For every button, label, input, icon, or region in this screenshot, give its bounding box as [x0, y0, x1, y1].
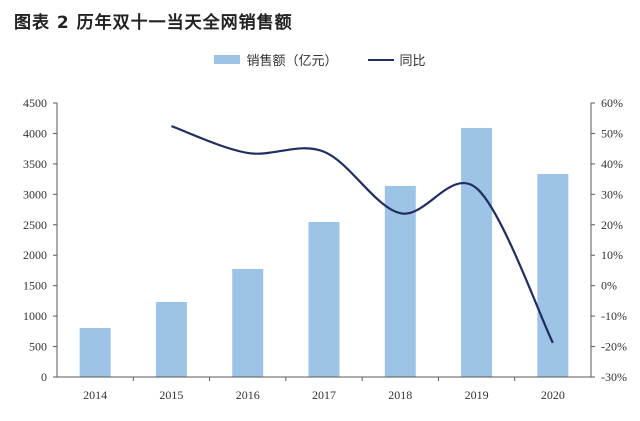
- right-tick-label: 30%: [601, 187, 623, 201]
- legend-label-sales: 销售额（亿元）: [246, 54, 338, 69]
- bar-2015: [155, 301, 187, 377]
- left-tick-label: 2000: [23, 248, 47, 262]
- x-tick-label: 2015: [159, 388, 183, 402]
- x-tick-label: 2017: [312, 388, 336, 402]
- right-tick-label: -20%: [601, 340, 627, 354]
- left-tick-label: 500: [29, 340, 47, 354]
- legend-line-swatch: [367, 58, 394, 61]
- bar-2016: [232, 268, 264, 377]
- x-tick-label: 2018: [388, 388, 412, 402]
- x-tick-label: 2020: [541, 388, 565, 402]
- legend-item-sales: 销售额（亿元）: [214, 50, 338, 69]
- right-tick-label: -30%: [601, 370, 627, 384]
- left-tick-label: 1000: [23, 309, 47, 323]
- legend-label-yoy: 同比: [399, 54, 426, 69]
- x-tick-label: 2016: [236, 388, 260, 402]
- left-tick-label: 3500: [23, 157, 47, 171]
- yoy-line: [171, 125, 554, 344]
- left-tick-label: 2500: [23, 218, 47, 232]
- legend-bar-swatch: [214, 55, 241, 64]
- left-tick-label: 1500: [23, 279, 47, 293]
- bar-2019: [461, 127, 493, 377]
- right-tick-label: 0%: [601, 279, 617, 293]
- x-tick-label: 2014: [83, 388, 107, 402]
- left-tick-label: 0: [41, 370, 47, 384]
- legend: 销售额（亿元） 同比: [0, 50, 640, 69]
- chart-title: 图表 2 历年双十一当天全网销售额: [14, 13, 293, 33]
- bar-2020: [537, 173, 569, 377]
- left-tick-label: 3000: [23, 187, 47, 201]
- bar-2014: [79, 327, 111, 377]
- right-tick-label: 40%: [601, 157, 623, 171]
- right-tick-label: 20%: [601, 218, 623, 232]
- bar-2017: [308, 221, 340, 377]
- right-tick-label: 50%: [601, 126, 623, 140]
- right-tick-label: 10%: [601, 248, 623, 262]
- left-tick-label: 4500: [23, 96, 47, 110]
- right-tick-label: -10%: [601, 309, 627, 323]
- x-tick-label: 2019: [465, 388, 489, 402]
- bar-2018: [384, 185, 416, 377]
- right-tick-label: 60%: [601, 96, 623, 110]
- left-tick-label: 4000: [23, 126, 47, 140]
- legend-item-yoy: 同比: [367, 50, 426, 69]
